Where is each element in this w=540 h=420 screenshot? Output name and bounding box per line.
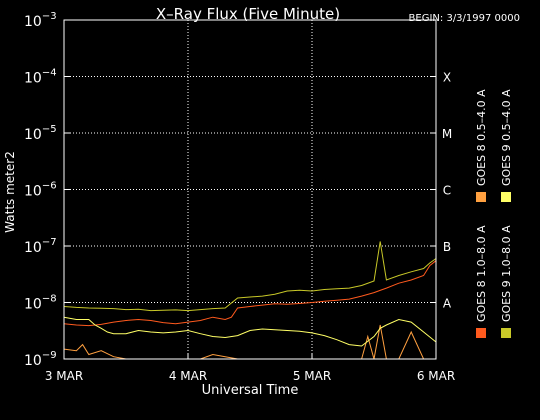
series-line-2 (63, 241, 437, 312)
series-line-3 (63, 316, 437, 347)
axes-layer: 10−9 10−8 10−7 10−6 10−5 10−4 10−3 3 MAR 4 MAR 5 … (24, 11, 455, 383)
legend-swatch (501, 192, 511, 202)
series-layer (63, 241, 437, 360)
legend-label: GOES 9 0.5–4.0 A (500, 89, 513, 186)
y-tick-label: 10−3 (24, 11, 57, 30)
legend-label: GOES 9 1.0–8.0 A (500, 225, 513, 322)
flare-class-label: A (443, 297, 452, 311)
legend-swatch (501, 328, 511, 338)
y-tick-label: 10−7 (24, 237, 57, 256)
chart-title: X–Ray Flux (Five Minute) (156, 5, 340, 23)
x-axis-title: Universal Time (202, 383, 299, 398)
x-tick-label: 4 MAR (169, 369, 207, 383)
legend-swatch (476, 328, 486, 338)
series-line-0 (63, 260, 437, 327)
legend: GOES 8 1.0–8.0 A GOES 8 0.5–4.0 A GOES 9 1… (475, 89, 513, 338)
y-tick-label: 10−5 (24, 124, 57, 143)
legend-label: GOES 8 1.0–8.0 A (475, 225, 488, 322)
gridlines (64, 20, 436, 359)
flare-class-label: X (443, 71, 451, 85)
x-tick-label: 6 MAR (417, 369, 455, 383)
y-axis-title: Watts meter2 (3, 151, 17, 233)
begin-label: BEGIN: 3/3/1997 0000 (409, 13, 520, 24)
x-tick-label: 3 MAR (45, 369, 83, 383)
y-tick-label: 10−6 (24, 181, 57, 200)
x-tick-label: 5 MAR (293, 369, 331, 383)
y-tick-label: 10−8 (24, 294, 57, 313)
flare-class-label: B (443, 240, 451, 254)
flare-class-label: M (442, 127, 452, 141)
flare-class-label: C (443, 184, 451, 198)
y-tick-label: 10−4 (24, 68, 57, 87)
legend-label: GOES 8 0.5–4.0 A (475, 89, 488, 186)
y-tick-label: 10−9 (24, 350, 57, 369)
legend-swatch (476, 192, 486, 202)
